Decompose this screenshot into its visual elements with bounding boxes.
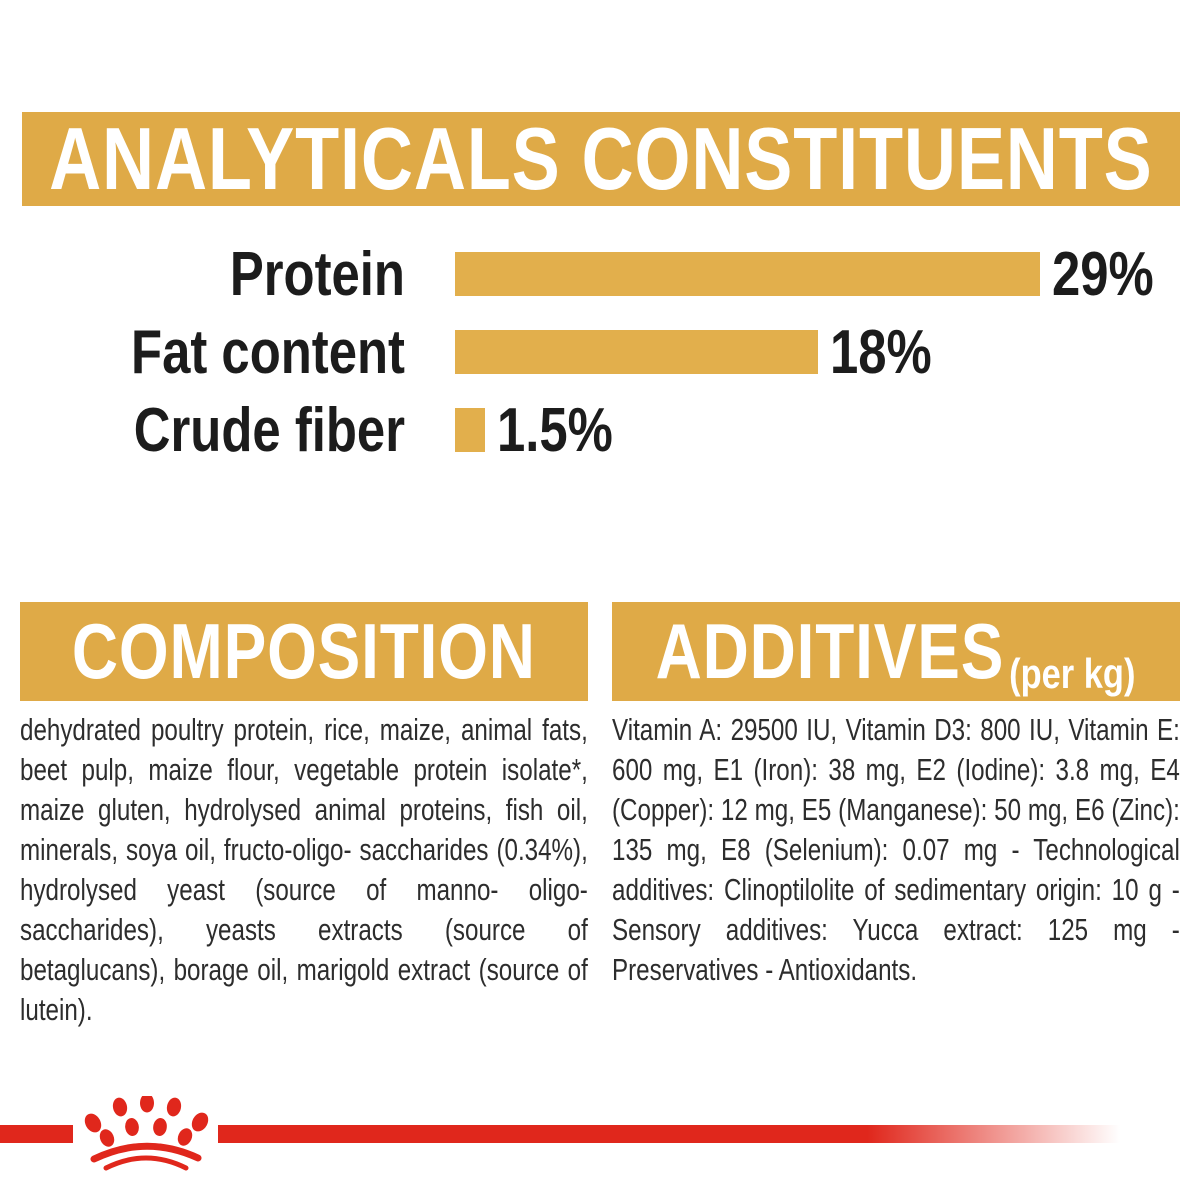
fat-label: Fat content bbox=[131, 317, 405, 387]
fiber-bar-zone: 1.5% bbox=[455, 395, 638, 466]
protein-value: 29% bbox=[1052, 239, 1154, 309]
additives-title: ADDITIVES bbox=[656, 607, 1005, 695]
fiber-value: 1.5% bbox=[497, 395, 613, 465]
royal-canin-crown-icon bbox=[84, 1096, 209, 1171]
protein-label: Protein bbox=[229, 239, 405, 309]
protein-bar bbox=[455, 252, 1040, 296]
analyticals-banner: ANALYTICALS CONSTITUENTS bbox=[22, 109, 1180, 208]
composition-banner: COMPOSITION bbox=[20, 602, 588, 701]
additives-text-block: Vitamin A: 29500 IU, Vitamin D3: 800 IU,… bbox=[612, 710, 1180, 990]
fat-value: 18% bbox=[830, 317, 932, 387]
brand-stripe-right bbox=[218, 1125, 1120, 1143]
additives-banner: ADDITIVES (per kg) bbox=[612, 602, 1180, 701]
chart-row-fiber: Crude fiber 1.5% bbox=[20, 396, 638, 465]
chart-row-protein: Protein 29% bbox=[20, 240, 1176, 309]
protein-bar-zone: 29% bbox=[455, 239, 1176, 310]
additives-unit-label: (per kg) bbox=[1009, 650, 1136, 697]
fat-bar-zone: 18% bbox=[455, 317, 954, 388]
composition-body: dehydrated poultry protein, rice, maize,… bbox=[20, 712, 588, 1027]
fiber-bar bbox=[455, 408, 485, 452]
additives-body: Vitamin A: 29500 IU, Vitamin D3: 800 IU,… bbox=[612, 712, 1180, 987]
composition-title: COMPOSITION bbox=[72, 607, 536, 695]
composition-text-block: dehydrated poultry protein, rice, maize,… bbox=[20, 710, 588, 1030]
chart-row-fat: Fat content 18% bbox=[20, 318, 954, 387]
fiber-label: Crude fiber bbox=[133, 395, 405, 465]
analyticals-title: ANALYTICALS CONSTITUENTS bbox=[49, 109, 1153, 208]
fat-bar bbox=[455, 330, 818, 374]
additives-title-line: ADDITIVES (per kg) bbox=[656, 606, 1136, 697]
brand-stripe-left bbox=[0, 1125, 73, 1143]
